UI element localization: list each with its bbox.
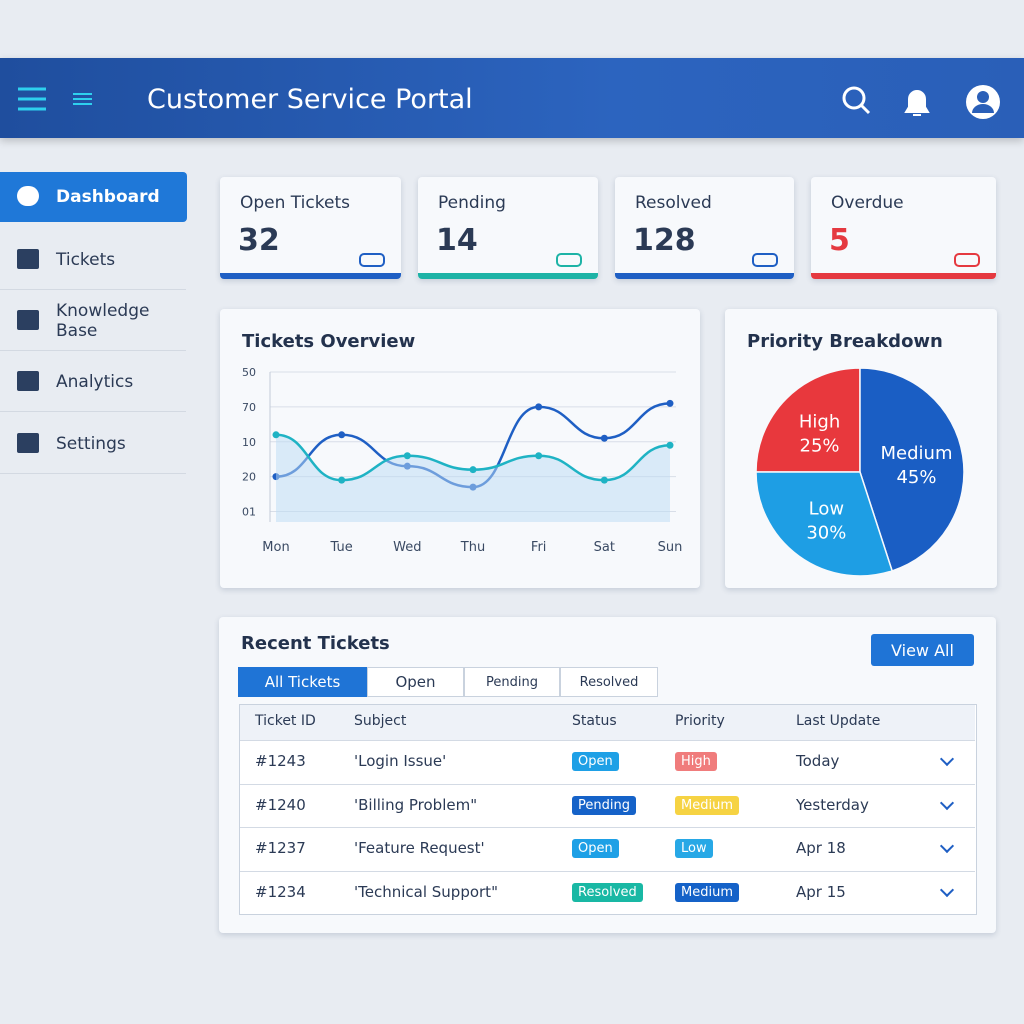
status-badge: Open: [572, 839, 619, 858]
app-title: Customer Service Portal: [147, 84, 473, 115]
stat-icon: [752, 253, 778, 267]
column-header: Last Update: [796, 713, 881, 729]
chart-title: Tickets Overview: [242, 331, 416, 352]
stat-label: Pending: [438, 193, 506, 213]
separator: [0, 350, 186, 351]
stat-card: Open Tickets 32: [220, 177, 401, 279]
status-badge: Open: [572, 752, 619, 771]
row-divider: [240, 783, 975, 785]
nav-item[interactable]: Tickets: [56, 250, 116, 270]
row-divider: [240, 827, 975, 828]
nav-item[interactable]: Analytics: [56, 372, 134, 392]
separator: [0, 473, 186, 474]
last-update: Apr 18: [796, 839, 846, 857]
header: Customer Service Portal: [0, 58, 1024, 138]
stat-bar: [418, 273, 598, 279]
pie-card: Priority Breakdown: [725, 309, 997, 588]
ticket-id: #1243: [255, 752, 306, 770]
nav-icon: [17, 249, 39, 269]
stat-value: 32: [238, 223, 280, 258]
ticket-subject: 'Billing Problem": [354, 795, 478, 814]
ticket-id: #1240: [255, 795, 306, 814]
ticket-id: #1234: [255, 882, 306, 901]
status-badge: Resolved: [572, 882, 643, 902]
section-title: Recent Tickets: [241, 633, 390, 654]
priority-badge: Low: [675, 839, 713, 858]
row-divider: [240, 740, 975, 741]
header-icons[interactable]: [838, 82, 1008, 122]
column-header: Status: [572, 713, 617, 729]
stat-icon: [556, 253, 582, 267]
column-header: Priority: [675, 713, 725, 729]
priority-badge: Medium: [675, 882, 739, 902]
stat-card: Pending 14: [418, 177, 598, 279]
chart-title: Priority Breakdown: [747, 331, 943, 352]
view-all-button[interactable]: View All: [871, 634, 974, 666]
status-badge: Pending: [572, 795, 636, 815]
stat-card: Overdue 5: [811, 177, 996, 279]
column-header: Ticket ID: [255, 713, 316, 729]
nav-icon: [17, 371, 39, 391]
tab[interactable]: Open: [367, 667, 464, 697]
stat-value: 14: [436, 223, 478, 258]
stat-label: Overdue: [831, 193, 904, 213]
stat-bar: [811, 273, 996, 279]
stat-value: 5: [829, 223, 850, 258]
tab[interactable]: Resolved: [560, 667, 658, 697]
tab[interactable]: All Tickets: [238, 667, 367, 697]
separator: [0, 289, 186, 290]
nav-icon: [17, 310, 39, 330]
last-update: Apr 15: [796, 882, 846, 901]
ticket-id: #1237: [255, 839, 306, 857]
separator: [0, 411, 186, 412]
stat-bar: [615, 273, 794, 279]
column-header: Subject: [354, 713, 407, 729]
priority-badge: High: [675, 752, 717, 771]
stat-icon: [359, 253, 385, 267]
table-header-bg: [240, 705, 975, 740]
row-divider: [240, 870, 975, 872]
last-update: Yesterday: [796, 795, 869, 814]
stat-icon: [954, 253, 980, 267]
line-card: Tickets Overview: [220, 309, 700, 588]
nav-icon: [17, 433, 39, 453]
priority-badge: Medium: [675, 795, 739, 815]
stat-card: Resolved 128: [615, 177, 794, 279]
nav-icon: [17, 186, 39, 206]
stat-value: 128: [633, 223, 696, 258]
nav-item[interactable]: Settings: [56, 434, 126, 454]
stat-bar: [220, 273, 401, 279]
last-update: Today: [796, 752, 840, 770]
stat-label: Resolved: [635, 193, 712, 213]
ticket-subject: 'Feature Request': [354, 839, 485, 857]
ticket-subject: 'Technical Support": [354, 882, 498, 901]
tab[interactable]: Pending: [464, 667, 560, 697]
menu-icons[interactable]: [16, 86, 96, 112]
ticket-subject: 'Login Issue': [354, 752, 447, 770]
stat-label: Open Tickets: [240, 193, 350, 213]
nav-item[interactable]: Knowledge Base: [56, 301, 150, 341]
